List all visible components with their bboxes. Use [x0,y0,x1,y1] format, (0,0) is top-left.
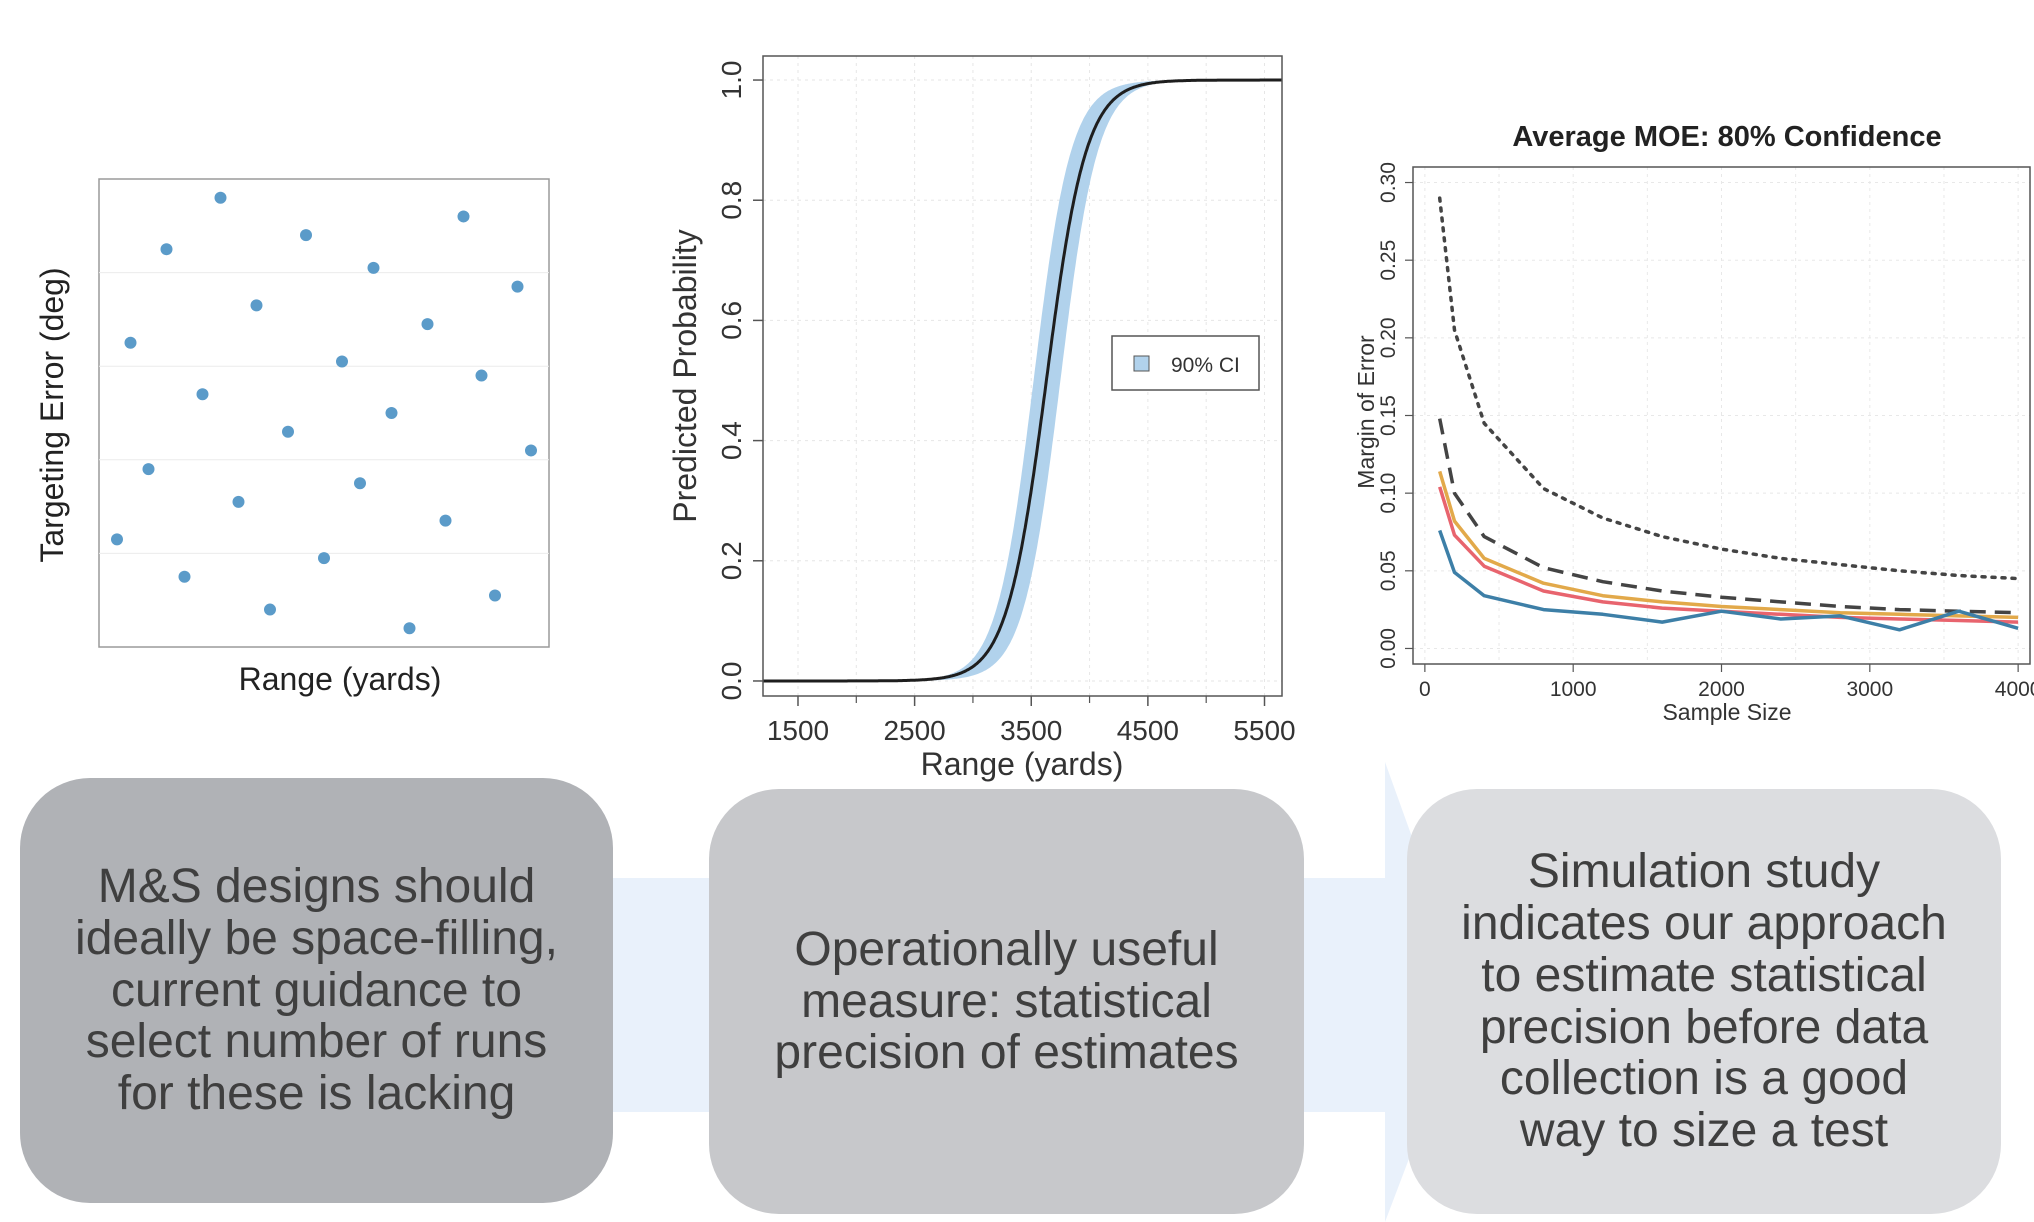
probability-plot-border [762,55,1283,697]
y-tick-label: 0.8 [716,181,747,220]
x-tick-label: 1500 [767,715,829,746]
y-tick-label: 1.0 [716,61,747,100]
y-tick-label: 0.0 [716,662,747,701]
x-tick-label: 3000 [1846,678,1893,701]
scatter-point [142,463,155,476]
ci-band [763,80,1282,681]
x-tick-label: 3500 [1000,715,1062,746]
scatter-point [111,533,123,546]
scatter-point [160,243,173,256]
probability-axis-ticks: 1500 2500 3500 4500 5500 0.0 0.2 0.4 0.6 0.8 1.0 [716,61,1296,746]
moe-series-line [1438,486,2019,624]
y-tick-label: 0.30 [1377,162,1400,203]
scatter-point [196,388,209,401]
moe-gridlines [1413,167,2030,664]
moe-y-axis-label: Margin of Error [1353,335,1379,489]
x-tick-label: 2500 [883,715,945,746]
scatter-point [124,336,137,349]
moe-series-line [1438,529,2019,632]
moe-series-line [1437,418,2019,615]
x-tick-label: 4500 [1117,715,1179,746]
scatter-point [511,280,524,293]
moe-series-line [1438,470,2019,620]
average-moe-chart: Average MOE: 80% Confidence 0 1000 2000 300… [1353,121,2034,725]
legend-label: 90% CI [1171,354,1240,377]
space-filling-scatter-chart: Range (yards) Targeting Error (deg) [34,178,550,697]
y-tick-label: 0.05 [1377,550,1400,591]
moe-chart-title: Average MOE: 80% Confidence [1512,121,1941,153]
y-tick-label: 0.2 [716,541,747,580]
scatter-point [300,229,312,242]
moe-x-axis-label: Sample Size [1662,699,1791,725]
scatter-point [525,444,537,457]
scatter-point [264,603,276,616]
moe-series-line [1437,196,2020,581]
predicted-probability-chart: 1500 2500 3500 4500 5500 0.0 0.2 0.4 0.6 0.8 1.0 9… [667,55,1296,782]
x-tick-label: 5500 [1233,715,1295,746]
y-tick-label: 0.00 [1377,628,1400,669]
scatter-point [214,191,227,204]
x-tick-label: 0 [1419,678,1431,701]
scatter-x-axis-label: Range (yards) [239,661,442,697]
y-tick-label: 0.4 [716,421,747,460]
scatter-point [367,261,380,274]
scatter-point [232,495,245,508]
scatter-point [178,570,191,583]
process-step-2: Operationally useful measure: statistica… [709,789,1304,1214]
x-tick-label: 1000 [1550,678,1597,701]
scatter-point [403,622,416,635]
y-tick-label: 0.6 [716,301,747,340]
x-tick-label: 2000 [1698,678,1745,701]
probability-x-axis-label: Range (yards) [921,746,1124,782]
probability-gridlines [763,56,1282,696]
probability-y-axis-label: Predicted Probability [667,229,703,522]
scatter-plot-area [98,178,550,648]
scatter-point [475,369,488,382]
scatter-point [439,514,452,527]
process-step-3: Simulation study indicates our approach … [1407,789,2001,1214]
scatter-point [421,318,434,331]
scatter-points [111,191,537,635]
scatter-point [282,425,294,438]
scatter-point [385,407,398,419]
y-tick-label: 0.15 [1377,395,1400,436]
scatter-point [457,210,470,223]
scatter-point [354,477,366,490]
scatter-point [489,589,501,602]
moe-series-lines [1437,196,2020,632]
y-tick-label: 0.25 [1377,240,1400,281]
scatter-point [336,355,348,368]
legend-swatch-icon [1133,355,1150,372]
ci-legend: 90% CI [1111,335,1260,391]
scatter-point [318,552,330,565]
y-tick-label: 0.20 [1377,317,1400,358]
y-tick-label: 0.10 [1377,473,1400,514]
predicted-probability-curve [763,78,1282,683]
process-step-1: M&S designs should ideally be space-fill… [20,778,613,1203]
scatter-point [250,299,263,312]
scatter-y-axis-label: Targeting Error (deg) [34,267,70,562]
